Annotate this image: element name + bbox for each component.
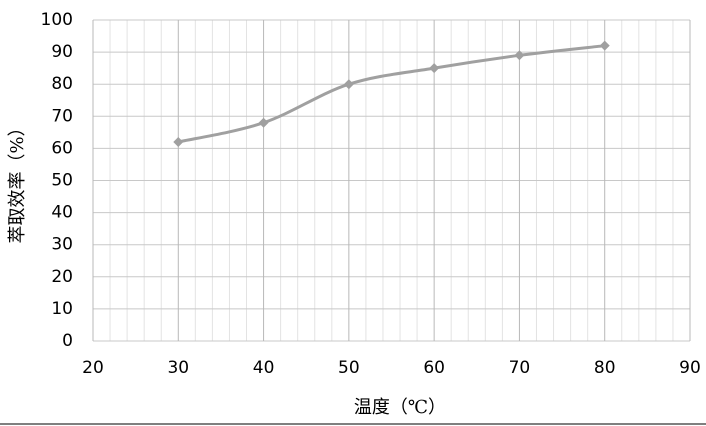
x-tick-label: 50 bbox=[338, 358, 360, 378]
y-axis-title: 萃取效率（%） bbox=[7, 118, 28, 243]
x-tick-label: 20 bbox=[82, 358, 104, 378]
marker bbox=[599, 40, 610, 51]
y-tick-label: 10 bbox=[51, 299, 73, 319]
y-tick-label: 0 bbox=[62, 331, 73, 351]
x-axis-title: 温度（℃） bbox=[354, 397, 446, 418]
y-tick-label: 40 bbox=[51, 203, 73, 223]
y-tick-label: 60 bbox=[51, 138, 73, 158]
marker bbox=[343, 79, 354, 90]
marker bbox=[258, 117, 269, 128]
x-tick-label: 80 bbox=[594, 358, 616, 378]
y-tick-label: 20 bbox=[51, 267, 73, 287]
y-tick-label: 80 bbox=[51, 74, 73, 94]
y-tick-label: 90 bbox=[51, 42, 73, 62]
x-tick-label: 40 bbox=[253, 358, 275, 378]
y-tick-label: 70 bbox=[51, 106, 73, 126]
x-tick-label: 70 bbox=[509, 358, 531, 378]
y-tick-label: 100 bbox=[41, 10, 73, 30]
series-line bbox=[177, 44, 605, 144]
marker bbox=[514, 50, 525, 61]
marker bbox=[429, 63, 440, 74]
y-tick-label: 50 bbox=[51, 171, 73, 191]
x-tick-label: 30 bbox=[167, 358, 189, 378]
x-tick-label: 90 bbox=[679, 358, 701, 378]
y-tick-label: 30 bbox=[51, 235, 73, 255]
marker bbox=[173, 136, 184, 147]
x-tick-label: 60 bbox=[423, 358, 445, 378]
